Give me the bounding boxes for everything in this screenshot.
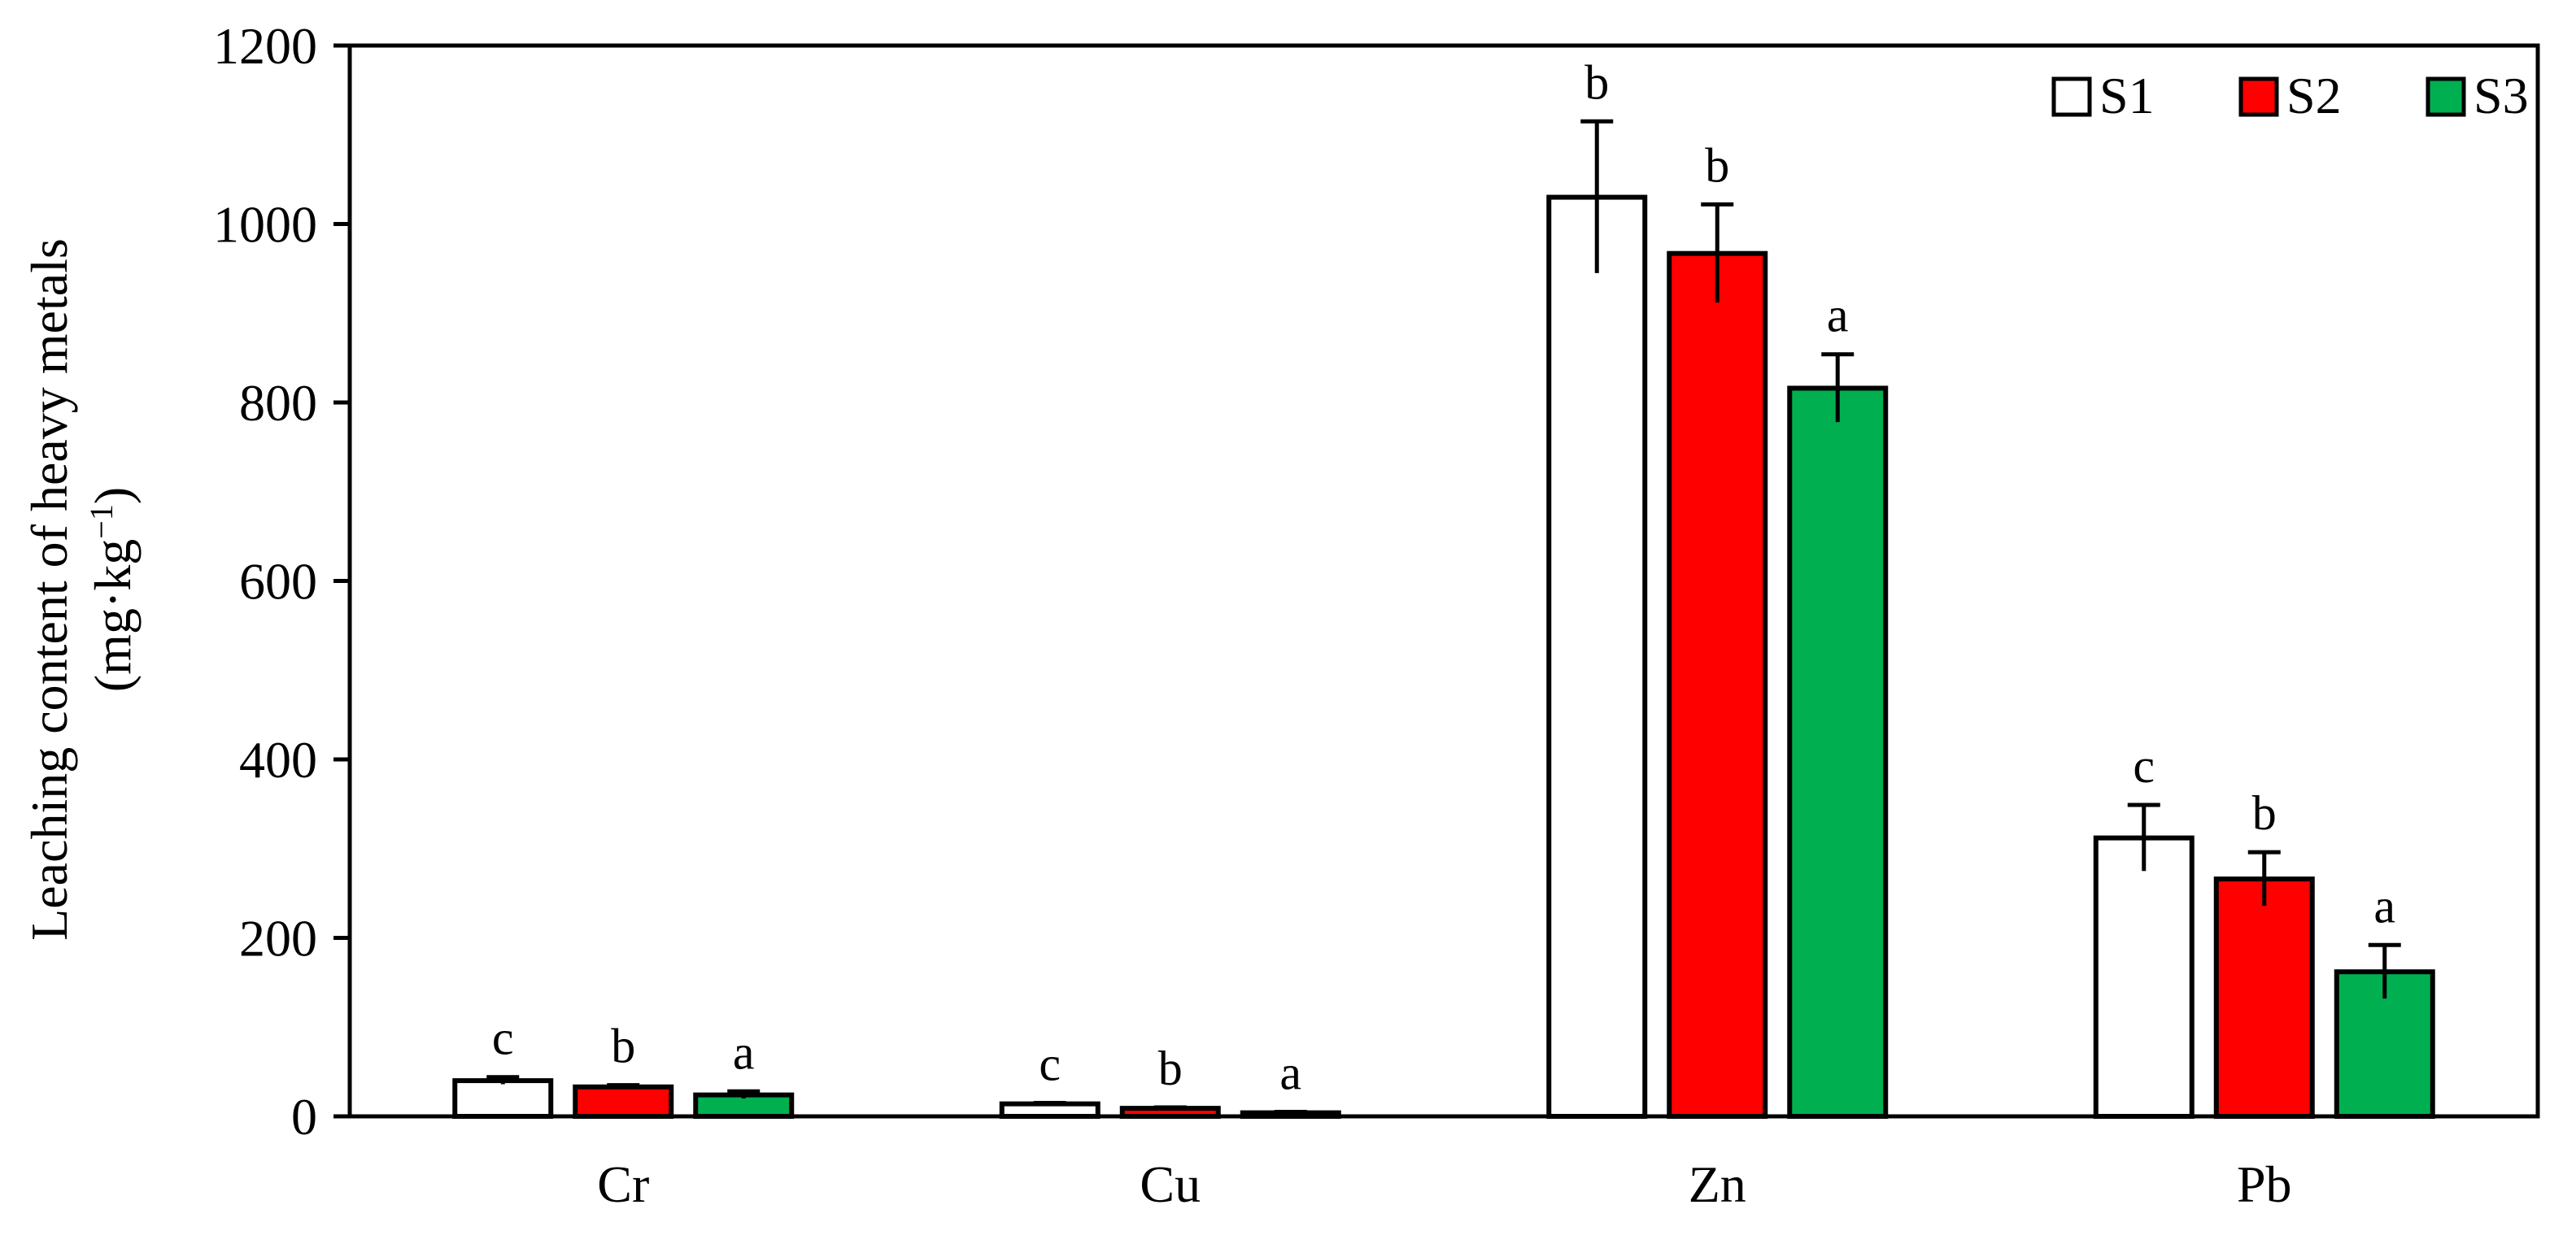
legend-label-s2: S2 [2286, 67, 2342, 124]
significance-letter-cu-s1: c [1039, 1037, 1061, 1091]
x-tick-label-pb: Pb [2237, 1155, 2292, 1213]
legend-swatch-s3 [2426, 76, 2466, 117]
significance-letter-cu-s2: b [1158, 1042, 1183, 1095]
bar-zn-s2 [1667, 250, 1768, 1119]
y-tick-label-1000: 1000 [213, 196, 317, 254]
y-tick-label-1200: 1200 [213, 17, 317, 75]
y-tick-label-800: 800 [239, 374, 317, 432]
bar-pb-s1 [2093, 835, 2195, 1119]
axes-layer: Cr Cu Zn Pb 0 200 400 600 800 1000 1200 [213, 17, 2540, 1213]
y-unit-prefix: mg·kg [84, 539, 142, 675]
significance-letter-zn-s3: a [1827, 289, 1849, 342]
significance-letter-pb-s1: c [2133, 739, 2155, 793]
y-axis-title: Leaching content of heavy metals [20, 238, 78, 941]
y-tick-label-600: 600 [239, 553, 317, 611]
error-bars-layer [486, 119, 2401, 1115]
significance-letters-layer: c b a c b a b b a c b a [492, 55, 2395, 1099]
y-unit-open: ( [84, 675, 142, 692]
significance-letter-cr-s2: b [611, 1020, 635, 1073]
bar-cr-s1 [452, 1078, 554, 1119]
significance-letter-pb-s2: b [2252, 786, 2277, 840]
significance-letter-zn-s1: b [1584, 55, 1609, 109]
legend-swatch-s2 [2238, 76, 2279, 117]
bar-cr-s2 [573, 1084, 674, 1119]
legend-label-s3: S3 [2474, 67, 2529, 124]
bars-layer [452, 194, 2435, 1120]
plot-frame [347, 43, 2540, 1119]
significance-letter-pb-s3: a [2373, 879, 2395, 933]
significance-letter-cr-s3: a [733, 1025, 755, 1079]
bar-zn-s1 [1546, 194, 1648, 1120]
x-tick-label-cr: Cr [597, 1155, 649, 1213]
bar-pb-s2 [2213, 876, 2315, 1119]
significance-letter-zn-s2: b [1705, 138, 1729, 192]
y-tick-label-0: 0 [291, 1088, 317, 1146]
y-tick-label-400: 400 [239, 731, 317, 789]
legend-swatch-s1 [2051, 76, 2092, 117]
legend: S1 S2 S3 [2051, 67, 2529, 124]
y-unit-close: ) [84, 487, 142, 504]
x-tick-label-cu: Cu [1140, 1155, 1201, 1213]
legend-label-s1: S1 [2099, 67, 2155, 124]
significance-letter-cu-s3: a [1279, 1046, 1301, 1100]
y-tick-label-200: 200 [239, 910, 317, 968]
x-tick-label-zn: Zn [1689, 1155, 1746, 1213]
y-unit-exponent: −1 [83, 504, 120, 539]
y-axis-unit: (mg·kg−1) [83, 487, 142, 692]
significance-letter-cr-s1: c [492, 1011, 514, 1065]
bar-zn-s3 [1787, 385, 1889, 1119]
